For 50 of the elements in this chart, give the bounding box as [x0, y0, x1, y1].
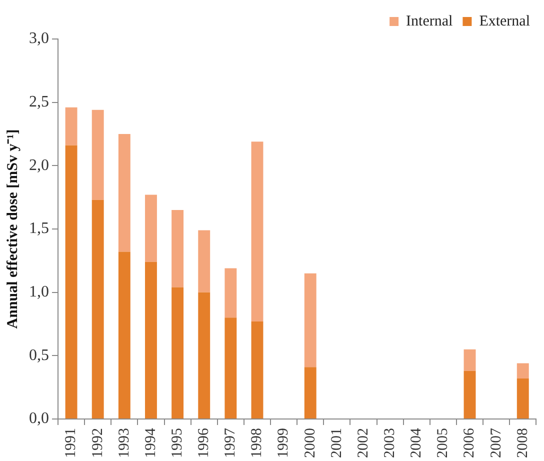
bar: [251, 142, 264, 322]
x-tick-label: 1999: [276, 428, 292, 458]
x-tick-label: 1997: [222, 428, 239, 458]
bar: [516, 378, 529, 418]
bar: [198, 292, 210, 418]
x-tick-label: 1995: [169, 428, 186, 458]
legend-label: Internal: [406, 13, 453, 30]
legend-label: External: [479, 13, 530, 30]
x-tick-label: 1994: [142, 428, 159, 458]
y-tick-label: 1,5: [29, 220, 49, 238]
x-tick-label: 2002: [355, 428, 372, 458]
x-tick-label: 2004: [408, 428, 425, 458]
bar: [145, 194, 157, 262]
x-tick-label: 1996: [196, 428, 212, 458]
x-tick-label: 2006: [462, 428, 478, 458]
x-tick-label: 2008: [514, 428, 531, 458]
bar: [516, 363, 529, 378]
bar: [464, 370, 476, 418]
bar: [251, 321, 264, 418]
x-tick-label: 1998: [249, 428, 266, 458]
y-tick-label: 2,0: [29, 156, 49, 174]
bar: [65, 145, 78, 418]
bar: [304, 273, 316, 368]
bar: [224, 268, 237, 318]
bar: [464, 349, 476, 371]
y-axis-title: Annual effective dose [mSv y⁻¹]: [4, 129, 21, 329]
y-tick-label: 0,5: [29, 346, 49, 364]
bar: [118, 252, 130, 418]
bar: [92, 200, 104, 418]
bar: [118, 134, 130, 252]
x-tick-label: 2000: [302, 428, 318, 458]
y-tick-label: 0,0: [29, 410, 49, 428]
x-tick-label: 1991: [63, 428, 80, 458]
bar: [65, 107, 78, 146]
y-tick-label: 1,0: [29, 284, 49, 301]
x-tick-label: 1993: [116, 428, 132, 458]
bar: [145, 262, 157, 418]
x-tick-label: 2005: [435, 428, 452, 458]
bar: [172, 210, 184, 288]
x-tick-label: 2007: [488, 428, 504, 458]
bar: [172, 287, 184, 418]
bar: [92, 110, 104, 200]
bar: [198, 230, 210, 292]
x-tick-label: 2003: [382, 428, 398, 458]
y-tick-label: 2,5: [29, 94, 49, 111]
y-tick-label: 3,0: [29, 30, 49, 48]
x-tick-label: 1992: [90, 428, 106, 458]
x-tick-label: 2001: [328, 428, 345, 458]
bar: [224, 318, 237, 418]
bar: [304, 367, 316, 418]
